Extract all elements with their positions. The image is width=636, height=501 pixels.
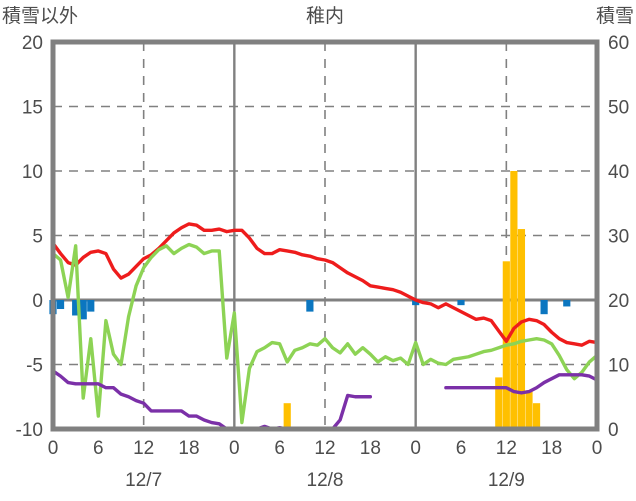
x-tick-label: 0 xyxy=(229,438,240,459)
bar-積雪深 xyxy=(532,403,541,429)
x-tick-label: 18 xyxy=(360,438,381,459)
x-tick-label: 6 xyxy=(274,438,285,459)
y-tick-label-left: 15 xyxy=(22,98,43,119)
bar-降水量 xyxy=(563,300,571,307)
bar-積雪深 xyxy=(525,390,533,429)
y-tick-label-left: 0 xyxy=(32,291,43,312)
x-tick-label: 12 xyxy=(314,438,335,459)
bar-降水量 xyxy=(540,300,548,315)
y-tick-label-right: 60 xyxy=(608,33,629,54)
series-layer xyxy=(51,222,599,431)
right-axis-caption: 積雪 xyxy=(596,5,634,27)
bar-降水量 xyxy=(56,300,65,310)
x-tick-label: 18 xyxy=(541,438,562,459)
bar-降水量 xyxy=(72,300,80,316)
x-day-label: 12/8 xyxy=(307,470,344,491)
y-tick-label-left: 10 xyxy=(22,162,43,183)
series-line-気温 xyxy=(51,222,599,347)
series-line-現地気圧2 xyxy=(444,373,599,395)
x-tick-label: 18 xyxy=(178,438,199,459)
grid-layer xyxy=(53,42,597,429)
bar-降水量 xyxy=(79,300,87,320)
plot-frame xyxy=(50,39,600,432)
x-tick-label: 0 xyxy=(592,438,603,459)
x-tick-label: 0 xyxy=(410,438,421,459)
x-tick-label: 0 xyxy=(48,438,59,459)
x-tick-label: 6 xyxy=(456,438,467,459)
plot-border xyxy=(50,39,600,432)
y-tick-label-left: -10 xyxy=(16,420,43,441)
x-day-label: 12/9 xyxy=(488,470,525,491)
chart-title: 稚内 xyxy=(306,5,344,27)
y-tick-label-right: 0 xyxy=(608,420,619,441)
y-tick-label-right: 10 xyxy=(608,356,629,377)
x-tick-label: 12 xyxy=(133,438,154,459)
y-tick-label-right: 30 xyxy=(608,227,629,248)
bar-積雪深 xyxy=(283,403,291,429)
left-axis-caption: 積雪以外 xyxy=(2,5,78,27)
y-tick-label-right: 40 xyxy=(608,162,629,183)
y-tick-label-left: -5 xyxy=(26,356,43,377)
x-day-label: 12/7 xyxy=(125,470,162,491)
y-tick-label-left: 20 xyxy=(22,33,43,54)
y-tick-label-right: 20 xyxy=(608,291,629,312)
y-tick-label-right: 50 xyxy=(608,98,629,119)
bar-積雪深 xyxy=(495,377,503,429)
bar-積雪深 xyxy=(517,229,526,429)
bar-降水量 xyxy=(87,300,95,312)
bar-積雪深 xyxy=(510,171,518,429)
x-tick-label: 12 xyxy=(496,438,517,459)
y-tick-label-left: 5 xyxy=(32,227,43,248)
x-tick-label: 6 xyxy=(93,438,104,459)
bar-降水量 xyxy=(457,300,465,306)
series-line-露点温度 xyxy=(51,242,599,425)
bar-降水量 xyxy=(412,300,420,306)
bar-降水量 xyxy=(306,300,314,312)
